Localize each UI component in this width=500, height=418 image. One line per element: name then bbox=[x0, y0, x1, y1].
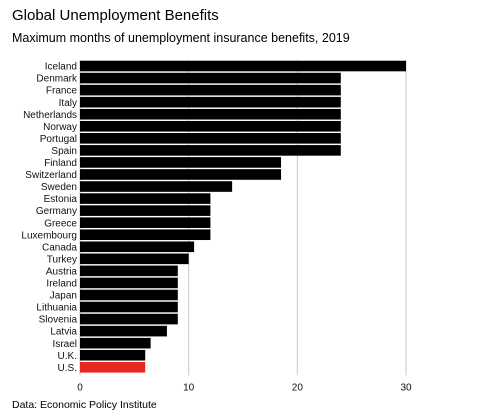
bar bbox=[80, 120, 341, 132]
x-axis-ticks: 0 10 20 30 bbox=[77, 382, 412, 393]
bar bbox=[80, 84, 341, 96]
category-label: Germany bbox=[36, 206, 77, 217]
bar bbox=[80, 72, 341, 84]
bar bbox=[80, 108, 341, 120]
bar bbox=[80, 229, 211, 241]
bar bbox=[80, 337, 151, 349]
category-label: Israel bbox=[53, 339, 77, 350]
bar bbox=[80, 96, 341, 108]
category-label: France bbox=[46, 86, 78, 97]
bar bbox=[80, 289, 178, 301]
bar bbox=[80, 301, 178, 313]
bar bbox=[80, 313, 178, 325]
bar bbox=[80, 277, 178, 289]
bar bbox=[80, 205, 211, 216]
category-label: Ireland bbox=[46, 279, 77, 290]
chart-subtitle: Maximum months of unemployment insurance… bbox=[12, 31, 350, 45]
bar bbox=[80, 181, 233, 192]
category-label: Norway bbox=[43, 122, 77, 133]
category-label: U.S. bbox=[58, 363, 77, 374]
bar bbox=[80, 241, 195, 253]
category-label: Switzerland bbox=[25, 170, 77, 181]
bar bbox=[80, 157, 282, 168]
category-label: Japan bbox=[50, 291, 77, 302]
category-label: Canada bbox=[42, 242, 77, 253]
bar bbox=[80, 349, 146, 361]
category-label: Greece bbox=[44, 218, 77, 229]
x-tick-label: 10 bbox=[183, 382, 195, 393]
category-label: Austria bbox=[46, 266, 78, 277]
bar bbox=[80, 217, 211, 228]
x-tick-label: 30 bbox=[400, 382, 412, 393]
source-note: Data: Economic Policy Institute bbox=[12, 399, 157, 411]
category-label: Spain bbox=[51, 146, 77, 157]
bar bbox=[80, 133, 341, 144]
category-labels: IcelandDenmarkFranceItalyNetherlandsNorw… bbox=[21, 62, 78, 374]
category-label: Denmark bbox=[36, 74, 78, 85]
category-label: Turkey bbox=[47, 254, 77, 265]
bar bbox=[80, 193, 211, 204]
x-tick-label: 20 bbox=[292, 382, 304, 393]
category-label: Luxembourg bbox=[21, 230, 77, 241]
category-label: Estonia bbox=[44, 194, 78, 205]
bar bbox=[80, 325, 167, 337]
category-label: Iceland bbox=[45, 62, 77, 73]
chart-title: Global Unemployment Benefits bbox=[12, 7, 219, 24]
bars bbox=[80, 60, 406, 373]
bar bbox=[80, 253, 189, 265]
bar bbox=[80, 361, 146, 373]
x-tick-label: 0 bbox=[77, 382, 83, 393]
category-label: Slovenia bbox=[39, 315, 78, 326]
category-label: Italy bbox=[59, 98, 77, 109]
bar bbox=[80, 60, 406, 72]
category-label: Finland bbox=[44, 158, 77, 169]
category-label: Sweden bbox=[41, 182, 77, 193]
category-label: Lithuania bbox=[36, 303, 77, 314]
category-label: U.K. bbox=[58, 351, 77, 362]
bar bbox=[80, 145, 341, 156]
category-label: Netherlands bbox=[23, 110, 77, 121]
bar bbox=[80, 169, 282, 180]
bar bbox=[80, 265, 178, 277]
category-label: Portugal bbox=[40, 134, 77, 145]
category-label: Latvia bbox=[50, 327, 77, 338]
